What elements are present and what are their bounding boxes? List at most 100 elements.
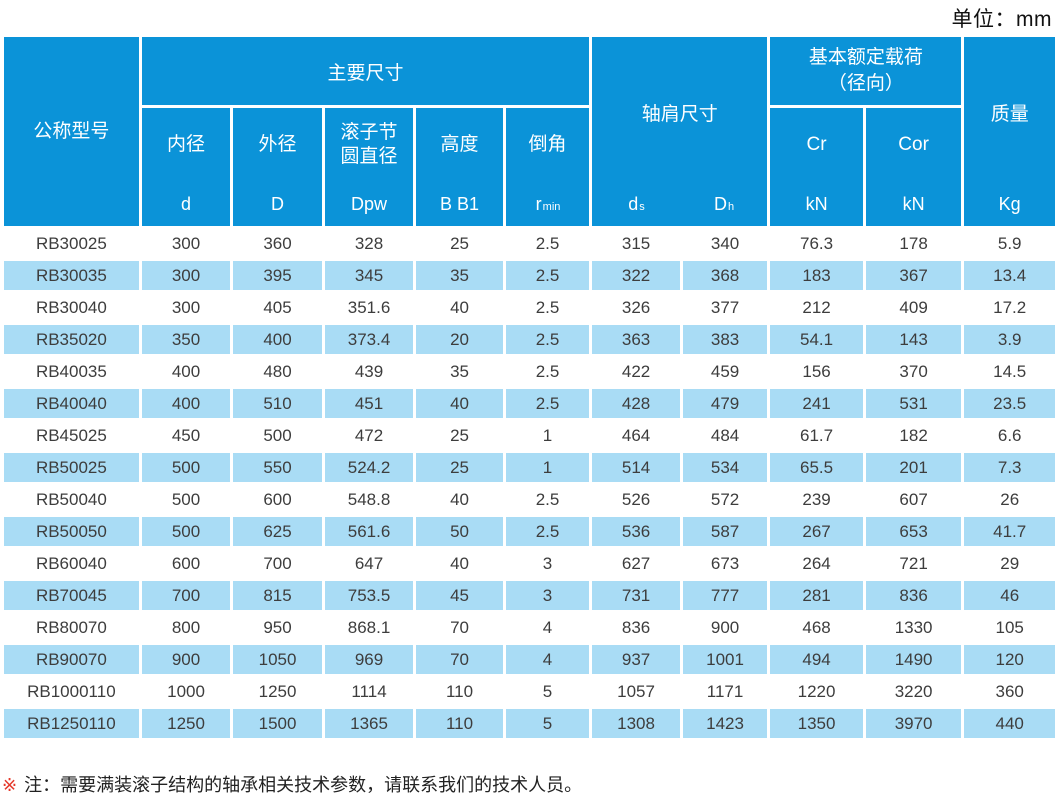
value-cell: 777 <box>682 581 768 610</box>
table-row: RB90070 900 1050 969 70 4 937 1001 494 1490 120 <box>4 645 1055 674</box>
col-symbol-b-b1: B B1 <box>440 193 480 214</box>
value-cell: 531 <box>865 389 962 418</box>
value-cell: 548.8 <box>324 485 414 514</box>
value-cell: 105 <box>964 613 1055 642</box>
value-cell: 300 <box>141 261 231 290</box>
value-cell: 451 <box>324 389 414 418</box>
value-cell: 1308 <box>592 709 680 738</box>
value-cell: 2.5 <box>505 293 590 322</box>
value-cell: 494 <box>770 645 863 674</box>
value-cell: 479 <box>682 389 768 418</box>
value-cell: 1250 <box>233 677 322 706</box>
value-cell: 1330 <box>865 613 962 642</box>
value-cell: 300 <box>141 293 231 322</box>
value-cell: 241 <box>770 389 863 418</box>
value-cell: 1423 <box>682 709 768 738</box>
value-cell: 40 <box>416 549 503 578</box>
model-cell: RB1250110 <box>4 709 139 738</box>
value-cell: 281 <box>770 581 863 610</box>
value-cell: 440 <box>964 709 1055 738</box>
value-cell: 2.5 <box>505 261 590 290</box>
value-cell: 500 <box>141 453 231 482</box>
load-header-line2: （径向） <box>827 73 904 94</box>
value-cell: 46 <box>964 581 1055 610</box>
model-cell: RB1000110 <box>4 677 139 706</box>
model-cell: RB45025 <box>4 421 139 450</box>
model-cell: RB40040 <box>4 389 139 418</box>
value-cell: 731 <box>592 581 680 610</box>
model-cell: RB90070 <box>4 645 139 674</box>
model-cell: RB50050 <box>4 517 139 546</box>
col-symbol-d: d <box>181 193 192 214</box>
value-cell: 17.2 <box>964 293 1055 322</box>
value-cell: 41.7 <box>964 517 1055 546</box>
value-cell: 377 <box>682 293 768 322</box>
value-cell: 350 <box>141 325 231 354</box>
value-cell: 351.6 <box>324 293 414 322</box>
value-cell: 25 <box>416 229 503 258</box>
value-cell: 1057 <box>592 677 680 706</box>
value-cell: 464 <box>592 421 680 450</box>
value-cell: 500 <box>141 517 231 546</box>
col-header-model: 公称型号 <box>4 37 139 226</box>
col-group-main-dimensions: 主要尺寸 <box>141 37 590 105</box>
col-symbol-kg: Kg <box>998 193 1021 214</box>
col-symbol-rmin: r min <box>535 193 561 214</box>
value-cell: 5 <box>505 677 590 706</box>
model-cell: RB30035 <box>4 261 139 290</box>
value-cell: 29 <box>964 549 1055 578</box>
table-row: RB50040 500 600 548.8 40 2.5 526 572 239 607 26 <box>4 485 1055 514</box>
footnote-text: 注：需要满装滚子结构的轴承相关技术参数，请联系我们的技术人员。 <box>24 775 583 795</box>
value-cell: 322 <box>592 261 680 290</box>
model-cell: RB50040 <box>4 485 139 514</box>
model-cell: RB40035 <box>4 357 139 386</box>
value-cell: 561.6 <box>324 517 414 546</box>
value-cell: 35 <box>416 357 503 386</box>
value-cell: 26 <box>964 485 1055 514</box>
value-cell: 50 <box>416 517 503 546</box>
value-cell: 400 <box>233 325 322 354</box>
value-cell: 25 <box>416 453 503 482</box>
col-header-cor: Cor kN <box>865 108 962 226</box>
value-cell: 468 <box>770 613 863 642</box>
value-cell: 1 <box>505 421 590 450</box>
value-cell: 950 <box>233 613 322 642</box>
value-cell: 673 <box>682 549 768 578</box>
value-cell: 120 <box>964 645 1055 674</box>
mass-header-label: 质量 <box>990 103 1029 125</box>
value-cell: 3 <box>505 549 590 578</box>
value-cell: 373.4 <box>324 325 414 354</box>
value-cell: 2.5 <box>505 389 590 418</box>
load-header-line1: 基本额定载荷 <box>808 47 923 69</box>
value-cell: 480 <box>233 357 322 386</box>
value-cell: 360 <box>233 229 322 258</box>
value-cell: 264 <box>770 549 863 578</box>
value-cell: 800 <box>141 613 231 642</box>
value-cell: 40 <box>416 389 503 418</box>
col-header-height: 高度 B B1 <box>416 108 503 226</box>
value-cell: 405 <box>233 293 322 322</box>
value-cell: 3970 <box>865 709 962 738</box>
table-body: RB30025 300 360 328 25 2.5 315 340 76.3 178 5.9 RB3… <box>4 229 1055 738</box>
value-cell: 5.9 <box>964 229 1055 258</box>
footnote: ※ 注：需要满装滚子结构的轴承相关技术参数，请联系我们的技术人员。 <box>2 771 582 797</box>
value-cell: 4 <box>505 613 590 642</box>
table-row: RB30040 300 405 351.6 40 2.5 326 377 212 409 17.2 <box>4 293 1055 322</box>
value-cell: 2.5 <box>505 485 590 514</box>
table-row: RB80070 800 950 868.1 70 4 836 900 468 1330 105 <box>4 613 1055 642</box>
value-cell: 143 <box>865 325 962 354</box>
value-cell: 212 <box>770 293 863 322</box>
col-header-cr: Cr kN <box>770 108 863 226</box>
value-cell: 625 <box>233 517 322 546</box>
value-cell: 70 <box>416 613 503 642</box>
value-cell: 3220 <box>865 677 962 706</box>
value-cell: 110 <box>416 677 503 706</box>
value-cell: 836 <box>592 613 680 642</box>
value-cell: 326 <box>592 293 680 322</box>
col-symbol-cr-kn: kN <box>805 193 828 214</box>
value-cell: 395 <box>233 261 322 290</box>
value-cell: 4 <box>505 645 590 674</box>
col-symbol-dpw: Dpw <box>351 193 388 214</box>
